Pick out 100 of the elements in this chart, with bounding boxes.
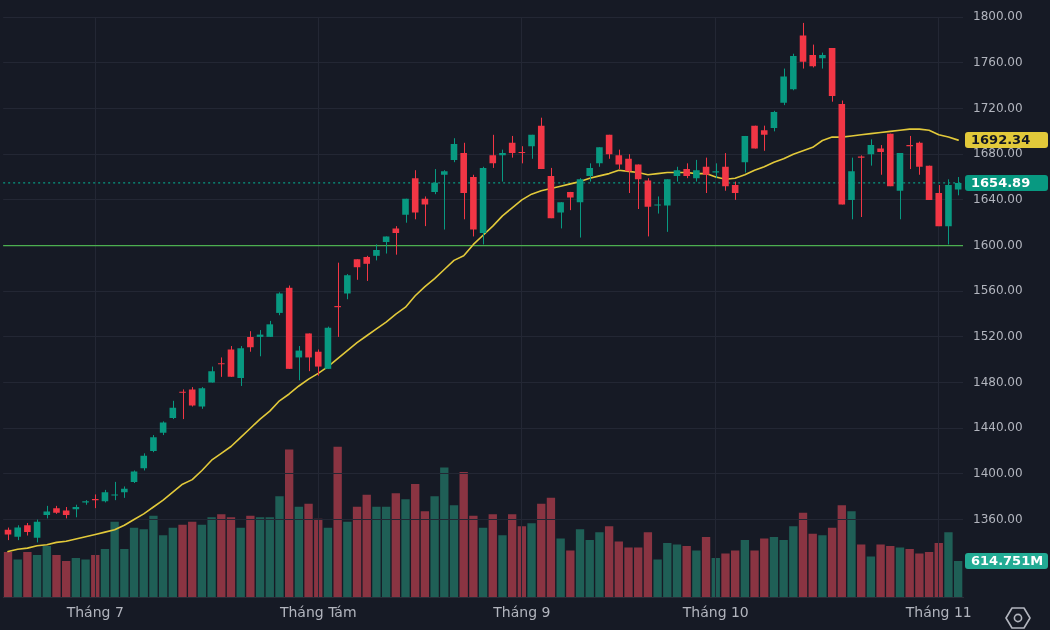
bar [818, 535, 827, 598]
candlestick [634, 163, 642, 210]
bar [391, 493, 400, 598]
bar [478, 527, 488, 598]
candlestick [722, 152, 729, 192]
bar [575, 529, 585, 598]
bar [343, 521, 352, 598]
candlestick [867, 138, 875, 167]
candlestick [702, 157, 710, 194]
y-tick-label: 1480.00 [973, 374, 1023, 389]
y-tick-label: 1560.00 [973, 283, 1023, 298]
y-tick-label: 1400.00 [973, 466, 1023, 481]
bar [556, 538, 565, 598]
bar [546, 497, 556, 598]
candlestick [344, 273, 351, 300]
bar [857, 544, 866, 598]
candlestick [305, 332, 312, 372]
bar [294, 506, 304, 598]
y-tick-label: 1640.00 [973, 192, 1023, 206]
candlestick [586, 162, 594, 183]
x-tick-label: Tháng Tám [278, 604, 357, 621]
candlestick [363, 255, 371, 282]
bar [323, 527, 333, 598]
candlestick [693, 159, 700, 183]
bar [32, 554, 42, 598]
y-tick-label: 1680.00 [973, 146, 1023, 161]
bar [537, 503, 546, 598]
y-tick-label: 1520.00 [973, 329, 1023, 344]
bar [352, 506, 362, 598]
bar [740, 539, 750, 598]
x-tick-label: Tháng 7 [65, 604, 124, 621]
bar [420, 511, 430, 598]
candlestick [33, 519, 41, 543]
y-tick-label: 1600.00 [973, 237, 1023, 252]
bar [827, 527, 837, 598]
bar [226, 517, 236, 598]
candlestick [596, 146, 603, 168]
text: 614.751M [971, 553, 1044, 569]
candlestick [450, 137, 458, 163]
candlestick [188, 386, 196, 408]
y-tick-label: 1360.00 [973, 511, 1023, 526]
candlestick [731, 181, 739, 201]
bar [285, 449, 294, 598]
candlestick [916, 141, 923, 176]
candlestick [489, 134, 497, 169]
bar [837, 505, 846, 598]
bar [168, 527, 177, 598]
y-tick-label: 1440.00 [973, 420, 1023, 435]
bar [362, 494, 371, 598]
bar [333, 446, 342, 598]
bar [527, 523, 536, 598]
bar [692, 550, 701, 598]
y-tick-label: 1760.00 [973, 54, 1023, 69]
bar [808, 533, 817, 598]
candlestick [392, 225, 400, 256]
ref-line-label: 1654.89 [971, 175, 1031, 191]
candlestick [276, 291, 283, 316]
bar [701, 536, 711, 598]
x-tick-label: Tháng 11 [904, 604, 972, 621]
candlestick [625, 153, 632, 194]
bar [566, 550, 575, 598]
candlestick [809, 44, 817, 68]
y-tick-label: 1720.00 [973, 100, 1023, 115]
y-tick-label: 1800.00 [973, 9, 1023, 24]
candlestick [314, 348, 322, 377]
bar [682, 545, 691, 598]
bar [895, 547, 905, 598]
x-tick-label: Tháng 9 [492, 604, 551, 621]
candlestick [877, 144, 884, 176]
x-tick-label: Tháng 10 [681, 604, 749, 621]
bar [672, 544, 682, 598]
candlestick [247, 330, 254, 353]
candlestick [499, 149, 506, 183]
bar [604, 526, 614, 598]
data-label: 1692.34 [971, 132, 1031, 148]
bar [847, 511, 856, 598]
bar [217, 514, 226, 598]
bar [798, 512, 808, 598]
bar [866, 556, 876, 598]
bar [23, 551, 32, 598]
candlestick [557, 201, 564, 229]
bar [488, 514, 497, 598]
candlestick [111, 481, 118, 501]
bar [42, 545, 51, 598]
candlestick [615, 149, 623, 170]
bar [3, 551, 13, 598]
bar [449, 505, 459, 598]
candlestick [760, 125, 768, 152]
candlestick [770, 110, 778, 132]
bar [498, 535, 507, 598]
bar [507, 514, 517, 598]
bar [13, 559, 22, 598]
bar [255, 517, 265, 598]
candlestick [654, 195, 661, 215]
bar [246, 515, 255, 598]
bar [643, 532, 653, 598]
candlestick [353, 258, 361, 281]
candlestick [198, 386, 206, 410]
bar [236, 527, 245, 598]
bar [411, 484, 420, 598]
